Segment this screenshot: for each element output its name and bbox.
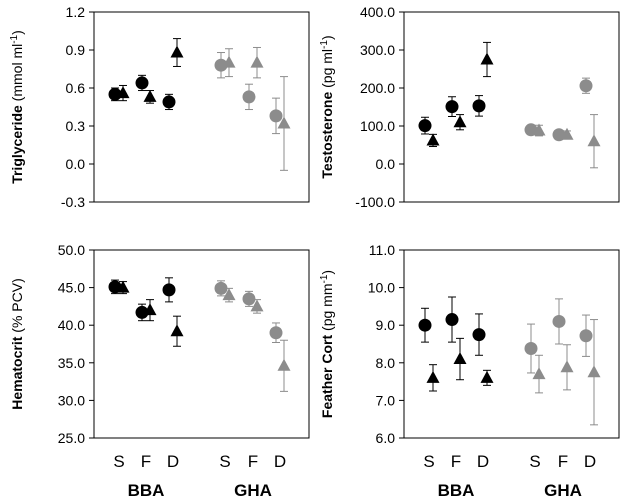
data-point-triangle [480, 370, 494, 383]
data-point-circle [552, 314, 566, 328]
data-point-circle [162, 283, 176, 297]
data-point-triangle [532, 367, 546, 380]
x-category-label: D [167, 452, 179, 471]
data-point-circle [445, 100, 459, 114]
y-tick-label: 6.0 [376, 430, 396, 446]
y-tick-label: 8.0 [376, 355, 396, 371]
data-point-triangle [170, 45, 184, 58]
y-tick-label: 9.0 [376, 317, 396, 333]
data-point-triangle [222, 288, 236, 301]
data-point-triangle [277, 358, 291, 371]
data-point-circle [135, 76, 149, 90]
x-group-label: GHA [544, 481, 582, 500]
x-group-label: BBA [128, 481, 165, 500]
y-tick-label: 7.0 [376, 392, 396, 408]
y-axis-label: Testosterone (pg ml-1) [319, 35, 335, 178]
data-point-circle [579, 79, 593, 93]
y-tick-label: 30.0 [58, 392, 85, 408]
plot-frame [93, 249, 310, 439]
y-tick-label: 50.0 [58, 242, 85, 258]
y-tick-label: 0.9 [66, 42, 86, 58]
data-point-circle [242, 90, 256, 104]
panel-hematocrit: 25.0 30.0 35.0 40.0 45.0 50.0 Hematocrit (% PC… [9, 242, 310, 500]
x-category-label: D [584, 452, 596, 471]
data-point-circle [418, 318, 432, 332]
y-tick-label: 0.0 [376, 156, 396, 172]
y-tick-label: 200.0 [360, 80, 395, 96]
x-group-label: BBA [438, 481, 475, 500]
data-point-circle [214, 281, 228, 295]
y-tick-label: -100.0 [355, 194, 395, 210]
data-point-circle [472, 328, 486, 342]
x-category-label: S [219, 452, 230, 471]
panel-triglyceride: -0.3 0.0 0.3 0.6 0.9 1.2 Triglyceride (mmol ml… [9, 4, 310, 210]
y-tick-label: 10.0 [368, 280, 395, 296]
data-point-triangle [587, 134, 601, 147]
data-point-circle [579, 329, 593, 343]
data-point-triangle [560, 127, 574, 140]
y-tick-label: 0.3 [66, 118, 86, 134]
data-point-triangle [277, 116, 291, 129]
x-category-label: F [451, 452, 461, 471]
data-point-triangle [116, 86, 130, 99]
data-point-triangle [587, 365, 601, 378]
data-point-circle [269, 109, 283, 123]
data-point-triangle [453, 352, 467, 365]
y-tick-label: 25.0 [58, 430, 85, 446]
data-point-circle [162, 95, 176, 109]
panel-testosterone: -100.0 0.0 100.0 200.0 300.0 400.0 Testosteron… [319, 4, 620, 210]
x-category-label: S [113, 452, 124, 471]
data-point-circle [445, 313, 459, 327]
y-tick-label: -0.3 [61, 194, 85, 210]
data-point-triangle [480, 52, 494, 65]
y-axis-label: Hematocrit (% PCV) [9, 278, 25, 409]
data-point-circle [269, 326, 283, 340]
plot-frame [403, 11, 620, 203]
data-point-triangle [116, 280, 130, 293]
data-point-triangle [170, 324, 184, 337]
data-point-triangle [222, 55, 236, 68]
data-point-triangle [560, 360, 574, 373]
y-tick-label: 0.6 [66, 80, 86, 96]
y-axis-label: Feather Cort (pg mm-1) [319, 270, 335, 418]
x-category-label: F [248, 452, 258, 471]
y-axis-label: Triglyceride (mmol ml-1) [9, 30, 25, 184]
x-category-label: D [477, 452, 489, 471]
y-tick-label: 45.0 [58, 280, 85, 296]
y-tick-label: 35.0 [58, 355, 85, 371]
y-tick-label: 100.0 [360, 118, 395, 134]
plot-frame [403, 249, 620, 439]
panel-feather-cort: 6.0 7.0 8.0 9.0 10.0 11.0 Feather Cort (pg mm-… [319, 242, 620, 500]
data-point-circle [524, 342, 538, 356]
data-point-triangle [453, 115, 467, 128]
x-category-label: S [423, 452, 434, 471]
data-point-circle [472, 99, 486, 113]
x-category-label: S [529, 452, 540, 471]
x-category-label: F [558, 452, 568, 471]
y-tick-label: 11.0 [369, 242, 395, 258]
x-category-label: D [274, 452, 286, 471]
data-point-circle [135, 305, 149, 319]
plot-frame [93, 11, 310, 203]
y-tick-label: 400.0 [360, 4, 395, 20]
x-category-label: F [141, 452, 151, 471]
data-point-triangle [532, 123, 546, 136]
data-point-triangle [250, 55, 264, 68]
data-point-circle [242, 292, 256, 306]
x-group-label: GHA [234, 481, 272, 500]
data-point-triangle [426, 370, 440, 383]
y-tick-label: 300.0 [360, 42, 395, 58]
data-point-circle [214, 58, 228, 72]
data-point-triangle [143, 303, 157, 316]
data-point-triangle [426, 133, 440, 146]
y-tick-label: 40.0 [58, 317, 85, 333]
data-point-triangle [250, 299, 264, 312]
data-point-circle [418, 119, 432, 133]
y-tick-label: 1.2 [66, 4, 86, 20]
y-tick-label: 0.0 [66, 156, 86, 172]
data-point-triangle [143, 89, 157, 102]
